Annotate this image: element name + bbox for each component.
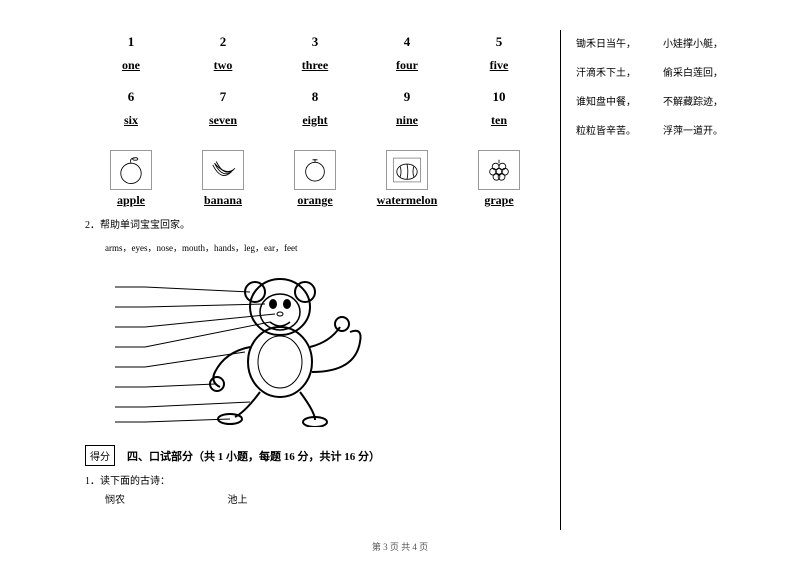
word-cell: three — [269, 54, 361, 77]
banana-icon — [202, 150, 244, 190]
digit-cell: 1 — [85, 30, 177, 54]
fruit-cell: banana — [177, 150, 269, 208]
word-cell: ten — [453, 109, 545, 132]
fruit-label: orange — [269, 193, 361, 208]
section4-title: 四、口试部分（共 1 小题，每题 16 分，共计 16 分） — [127, 451, 380, 463]
poem-line: 不解藏踪迹， — [663, 93, 750, 108]
word-cell: two — [177, 54, 269, 77]
poem-line: 粒粒皆辛苦。 — [576, 122, 663, 137]
q2-label: 2．帮助单词宝宝回家。 — [85, 216, 545, 231]
word-cell: nine — [361, 109, 453, 132]
digit-cell: 4 — [361, 30, 453, 54]
digit-cell: 2 — [177, 30, 269, 54]
poem-line: 谁知盘中餐， — [576, 93, 663, 108]
watermelon-icon — [386, 150, 428, 190]
words-list: arms，eyes，nose，mouth，hands，leg，ear，feet — [105, 241, 545, 254]
grape-icon — [478, 150, 520, 190]
poem-titles: 悯农 池上 — [105, 491, 545, 506]
orange-icon — [294, 150, 336, 190]
poem-line: 锄禾日当午， — [576, 35, 663, 50]
fruit-cell: grape — [453, 150, 545, 208]
page-footer: 第 3 页 共 4 页 — [0, 540, 800, 553]
digit-cell: 6 — [85, 85, 177, 109]
sub-q1: 1．读下面的古诗： — [85, 472, 545, 487]
word-cell: one — [85, 54, 177, 77]
fruit-label: apple — [85, 193, 177, 208]
word-cell: four — [361, 54, 453, 77]
poem-line: 浮萍一道开。 — [663, 122, 750, 137]
fruit-label: watermelon — [361, 193, 453, 208]
digit-cell: 7 — [177, 85, 269, 109]
word-cell: seven — [177, 109, 269, 132]
word-cell: eight — [269, 109, 361, 132]
digit-cell: 3 — [269, 30, 361, 54]
numbers-table: 1 2 3 4 5 one two three four five 6 7 8 … — [85, 30, 545, 132]
word-cell: six — [85, 109, 177, 132]
poem-title-left: 悯农 — [105, 495, 125, 506]
score-box: 得分 — [85, 445, 115, 466]
left-column: 1 2 3 4 5 one two three four five 6 7 8 … — [85, 30, 560, 530]
poem-line: 小娃撑小艇， — [663, 35, 750, 50]
fruit-label: banana — [177, 193, 269, 208]
digit-cell: 10 — [453, 85, 545, 109]
digit-cell: 5 — [453, 30, 545, 54]
fruit-cell: apple — [85, 150, 177, 208]
word-cell: five — [453, 54, 545, 77]
digit-cell: 9 — [361, 85, 453, 109]
poem-line: 汗滴禾下土， — [576, 64, 663, 79]
fruit-row: apple banana orange watermelon — [85, 150, 545, 208]
monkey-diagram — [115, 262, 395, 427]
fruit-label: grape — [453, 193, 545, 208]
fruit-cell: watermelon — [361, 150, 453, 208]
apple-icon — [110, 150, 152, 190]
digit-cell: 8 — [269, 85, 361, 109]
right-column: 锄禾日当午，小娃撑小艇， 汗滴禾下土，偷采白莲回， 谁知盘中餐，不解藏踪迹， 粒… — [560, 30, 750, 530]
poem-line: 偷采白莲回， — [663, 64, 750, 79]
poem-title-right: 池上 — [228, 495, 248, 506]
fruit-cell: orange — [269, 150, 361, 208]
